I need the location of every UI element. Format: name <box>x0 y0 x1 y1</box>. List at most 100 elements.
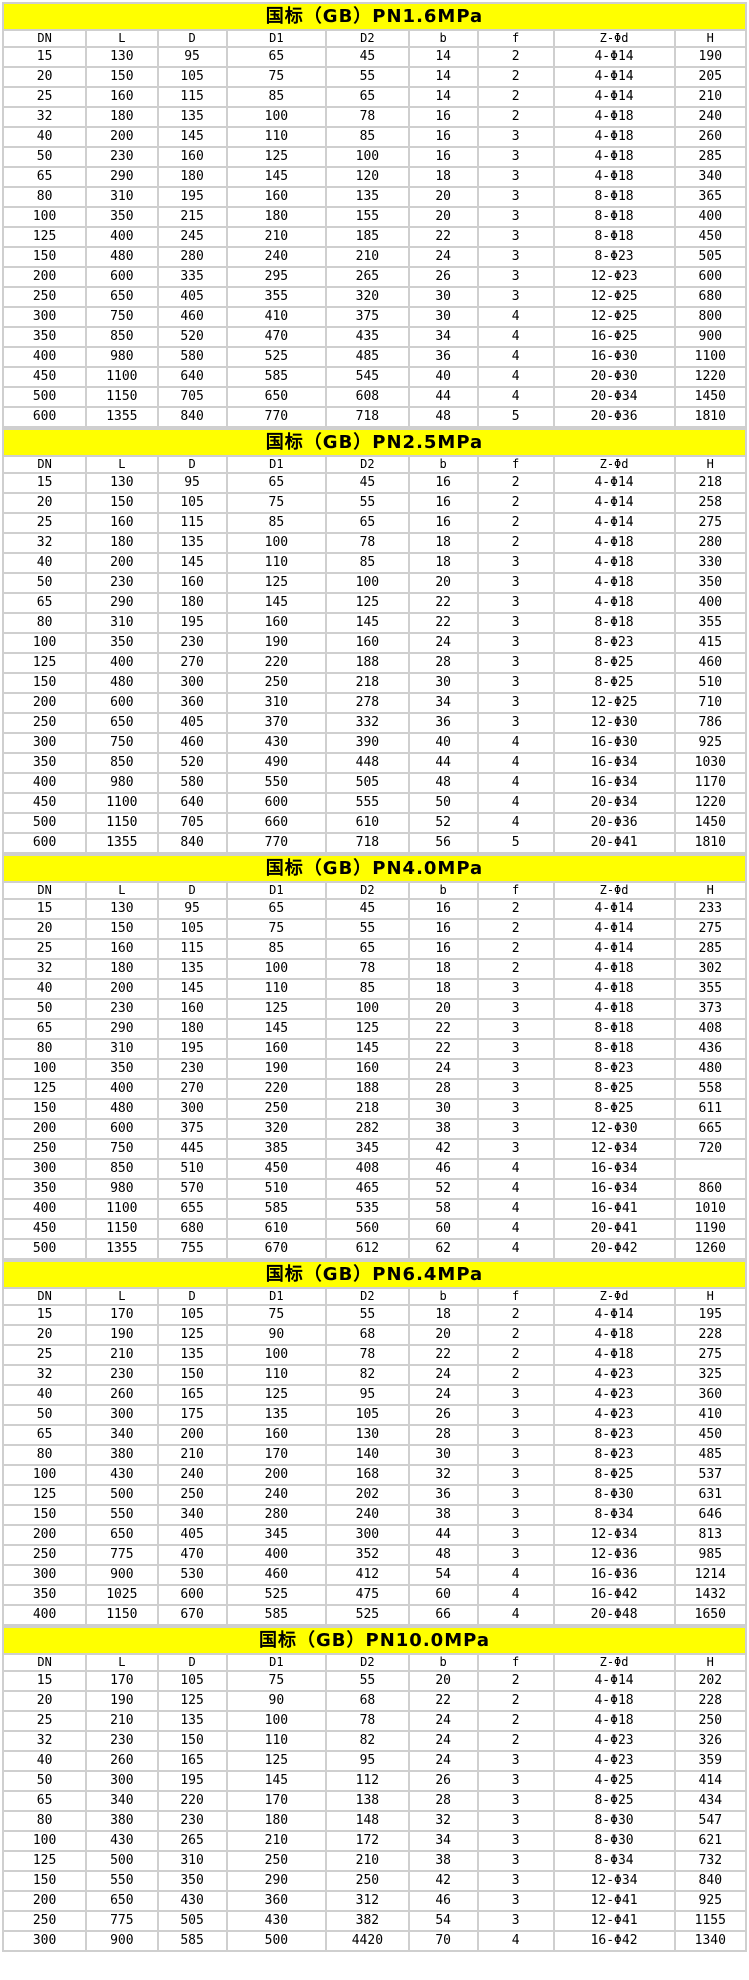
column-header: b <box>407 881 479 900</box>
table-cell: 560 <box>325 1218 410 1240</box>
column-header: f <box>476 29 555 48</box>
table-cell: 150 <box>156 1364 228 1386</box>
table-cell: 355 <box>673 978 748 1000</box>
table-cell: 65 <box>1 592 88 614</box>
table-cell: 755 <box>156 1238 228 1260</box>
table-cell: 20-Φ30 <box>552 366 676 388</box>
table-cell: 65 <box>325 512 410 534</box>
table-cell: 8-Φ25 <box>552 1098 676 1120</box>
table-cell: 4 <box>476 1198 555 1220</box>
table-row: 65 340 220 170 138 28 3 8-Φ25 434 <box>1 1790 748 1812</box>
table-cell: 4 <box>476 1564 555 1586</box>
table-cell: 585 <box>156 1930 228 1952</box>
table-cell: 8-Φ18 <box>552 186 676 208</box>
column-header: Z-Φd <box>552 1287 676 1306</box>
pressure-section-2: 国标（GB）PN2.5MPa DN L D D1 D2 b f Z-Φd H 15 130 95 65… <box>1 428 748 854</box>
table-cell: 4-Φ14 <box>552 898 676 920</box>
table-cell: 230 <box>85 1364 159 1386</box>
table-cell: 55 <box>325 1670 410 1692</box>
column-header: L <box>85 455 159 474</box>
table-cell: 12-Φ36 <box>552 1544 676 1566</box>
table-cell: 20 <box>407 1324 479 1346</box>
spec-table: DN L D D1 D2 b f Z-Φd H 15 170 105 75 55 20 2 4-Φ14 202 2… <box>1 1653 748 1952</box>
table-cell: 25 <box>1 512 88 534</box>
table-cell: 312 <box>325 1890 410 1912</box>
table-cell: 980 <box>85 1178 159 1200</box>
table-cell: 180 <box>156 592 228 614</box>
table-cell: 320 <box>325 286 410 308</box>
table-row: 450 1100 640 585 545 40 4 20-Φ30 1220 <box>1 366 748 388</box>
table-cell: 16-Φ34 <box>552 752 676 774</box>
table-cell: 100 <box>325 146 410 168</box>
table-cell: 18 <box>407 552 479 574</box>
table-row: 32 180 135 100 78 18 2 4-Φ18 280 <box>1 532 748 554</box>
table-cell: 510 <box>156 1158 228 1180</box>
table-row: 125 400 270 220 188 28 3 8-Φ25 460 <box>1 652 748 674</box>
table-cell: 385 <box>225 1138 328 1160</box>
table-cell: 270 <box>156 1078 228 1100</box>
column-header: L <box>85 29 159 48</box>
table-cell: 16-Φ34 <box>552 772 676 794</box>
table-cell: 1150 <box>85 1604 159 1626</box>
table-cell: 15 <box>1 472 88 494</box>
column-header: D <box>156 455 228 474</box>
table-cell: 850 <box>85 326 159 348</box>
table-cell: 210 <box>325 1850 410 1872</box>
table-cell: 400 <box>1 1198 88 1220</box>
table-row: 300 850 510 450 408 46 4 16-Φ34 <box>1 1158 748 1180</box>
table-cell: 1355 <box>85 1238 159 1260</box>
table-cell: 310 <box>225 692 328 714</box>
table-cell: 105 <box>325 1404 410 1426</box>
table-cell: 2 <box>476 492 555 514</box>
table-cell: 3 <box>476 1444 555 1466</box>
table-cell: 55 <box>325 918 410 940</box>
table-row: 400 1100 655 585 535 58 4 16-Φ41 1010 <box>1 1198 748 1220</box>
table-cell: 145 <box>156 126 228 148</box>
table-cell: 220 <box>156 1790 228 1812</box>
table-cell: 180 <box>156 1018 228 1040</box>
table-cell: 14 <box>407 66 479 88</box>
table-row: 125 500 310 250 210 38 3 8-Φ34 732 <box>1 1850 748 1872</box>
table-cell: 20-Φ41 <box>552 832 676 854</box>
table-cell: 202 <box>325 1484 410 1506</box>
table-row: 500 1150 705 660 610 52 4 20-Φ36 1450 <box>1 812 748 834</box>
table-cell: 160 <box>325 1058 410 1080</box>
table-row: 32 180 135 100 78 16 2 4-Φ18 240 <box>1 106 748 128</box>
table-cell: 775 <box>85 1544 159 1566</box>
table-cell: 475 <box>325 1584 410 1606</box>
table-cell: 600 <box>1 832 88 854</box>
table-cell: 278 <box>325 692 410 714</box>
table-cell: 350 <box>156 1870 228 1892</box>
table-cell: 16 <box>407 146 479 168</box>
table-cell: 160 <box>156 146 228 168</box>
table-cell: 373 <box>673 998 748 1020</box>
table-cell: 80 <box>1 1444 88 1466</box>
table-cell: 660 <box>225 812 328 834</box>
table-cell: 36 <box>407 712 479 734</box>
table-cell: 205 <box>673 66 748 88</box>
table-cell: 1100 <box>85 792 159 814</box>
table-cell: 2 <box>476 1344 555 1366</box>
table-cell: 12-Φ25 <box>552 692 676 714</box>
table-cell: 115 <box>156 512 228 534</box>
table-cell: 670 <box>156 1604 228 1626</box>
table-cell: 78 <box>325 958 410 980</box>
table-cell: 3 <box>476 1910 555 1932</box>
table-cell: 250 <box>1 1544 88 1566</box>
table-cell: 434 <box>673 1790 748 1812</box>
table-cell: 110 <box>225 126 328 148</box>
column-header: f <box>476 1653 555 1672</box>
table-cell: 85 <box>225 512 328 534</box>
table-cell: 4 <box>476 752 555 774</box>
table-cell: 500 <box>85 1850 159 1872</box>
table-cell: 985 <box>673 1544 748 1566</box>
table-cell: 1220 <box>673 366 748 388</box>
table-cell: 280 <box>673 532 748 554</box>
table-cell: 130 <box>325 1424 410 1446</box>
table-row: 150 480 280 240 210 24 3 8-Φ23 505 <box>1 246 748 268</box>
table-cell: 1432 <box>673 1584 748 1606</box>
table-cell: 525 <box>225 346 328 368</box>
table-cell: 38 <box>407 1504 479 1526</box>
table-cell: 25 <box>1 938 88 960</box>
table-cell: 175 <box>156 1404 228 1426</box>
